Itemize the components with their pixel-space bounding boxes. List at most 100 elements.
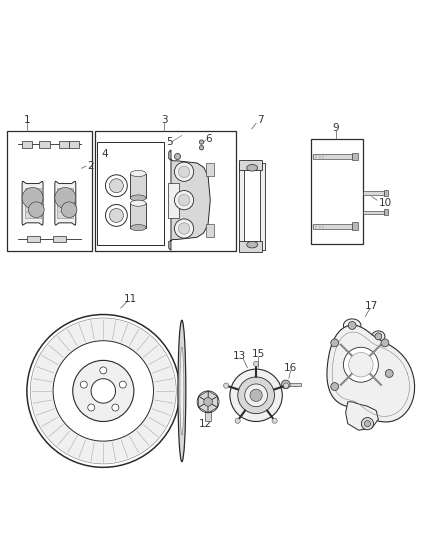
Ellipse shape [131,224,146,231]
Text: 5: 5 [166,137,173,147]
Bar [131,174,146,198]
Bar [384,209,389,215]
Circle shape [348,321,356,329]
Ellipse shape [247,165,258,171]
Circle shape [272,418,277,423]
Bar [97,142,164,245]
Circle shape [106,205,127,227]
Circle shape [53,341,153,441]
Bar [239,159,262,171]
Bar [131,203,146,228]
Bar [363,191,384,195]
Polygon shape [55,181,76,225]
Bar [206,163,214,176]
Bar [21,141,32,148]
Circle shape [238,377,275,414]
Bar [352,222,358,230]
Circle shape [174,219,194,238]
Text: 16: 16 [284,363,297,373]
Circle shape [331,339,339,347]
Circle shape [178,223,190,234]
Text: 13: 13 [233,351,246,361]
Polygon shape [327,325,415,422]
Circle shape [282,380,290,389]
Circle shape [110,208,124,222]
Circle shape [73,360,134,422]
Circle shape [385,369,393,377]
Bar [313,224,352,229]
Text: 9: 9 [333,123,339,133]
Circle shape [55,188,76,208]
Circle shape [223,383,229,388]
Text: 6: 6 [205,134,212,144]
Circle shape [204,398,212,406]
Circle shape [88,404,95,411]
Ellipse shape [343,319,361,332]
Text: 4: 4 [101,149,108,159]
Circle shape [106,175,127,197]
Circle shape [174,162,194,181]
Ellipse shape [247,241,258,248]
Bar [27,236,40,243]
Circle shape [343,348,378,382]
Circle shape [250,389,262,401]
Circle shape [375,333,382,340]
Circle shape [361,417,374,430]
Polygon shape [57,188,73,219]
Circle shape [119,381,126,388]
Ellipse shape [178,320,186,462]
Text: 2: 2 [87,161,93,171]
Bar [53,236,66,243]
Bar [311,139,363,244]
Bar [95,131,237,251]
Circle shape [174,190,194,210]
Bar [286,383,301,386]
Bar [205,404,211,422]
Circle shape [364,421,371,427]
Ellipse shape [131,171,146,176]
Circle shape [110,179,124,193]
Bar [7,131,92,251]
Circle shape [27,314,180,467]
Circle shape [254,361,259,367]
Ellipse shape [372,331,385,342]
Text: 3: 3 [161,115,168,125]
Bar [363,211,384,214]
Circle shape [28,202,44,217]
Circle shape [174,154,180,159]
Ellipse shape [131,195,146,201]
Text: 17: 17 [365,301,378,311]
Circle shape [80,381,87,388]
Polygon shape [22,181,43,225]
Bar [352,152,358,160]
Polygon shape [346,402,378,430]
Circle shape [112,404,119,411]
Circle shape [235,418,240,423]
Polygon shape [25,188,41,219]
Text: 1: 1 [24,115,30,125]
Bar [69,141,79,148]
Ellipse shape [131,200,146,206]
Circle shape [178,195,190,206]
Text: 11: 11 [124,294,138,304]
Text: 15: 15 [252,349,265,359]
Text: 10: 10 [378,198,392,208]
Circle shape [178,166,190,177]
Circle shape [91,379,116,403]
Circle shape [349,352,373,377]
Bar [260,163,265,250]
Polygon shape [198,402,208,413]
Polygon shape [208,391,218,402]
Circle shape [199,146,204,150]
Circle shape [61,202,77,217]
Circle shape [381,339,389,347]
Bar [239,241,262,252]
Bar [39,141,49,148]
Bar [206,224,214,237]
Polygon shape [198,391,208,402]
Circle shape [245,384,268,407]
Circle shape [100,367,107,374]
Circle shape [283,383,289,388]
Bar [245,176,247,237]
Circle shape [230,369,283,422]
